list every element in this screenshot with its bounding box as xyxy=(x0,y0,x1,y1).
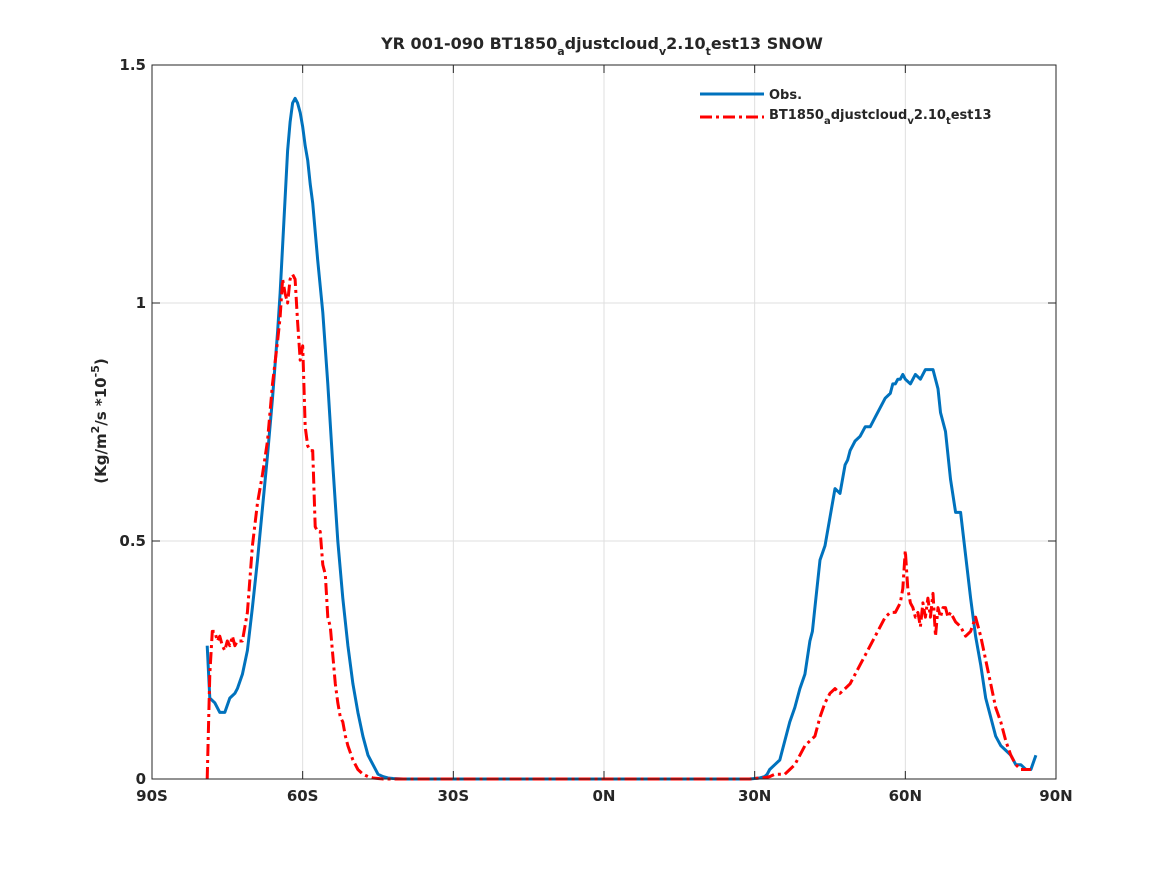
x-tick-label: 30N xyxy=(738,787,771,805)
ticks: 90S 60S 30S 0N 30N 60N 90N 0 0.5 1 1.5 xyxy=(119,56,1072,805)
chart-title: YR 001-090 BT1850adjustcloudv2.10test13 … xyxy=(380,34,823,58)
x-tick-label: 90N xyxy=(1039,787,1072,805)
y-tick-label: 0.5 xyxy=(119,532,146,550)
x-tick-label: 60S xyxy=(287,787,319,805)
x-tick-label: 30S xyxy=(437,787,469,805)
legend: Obs. BT1850adjustcloudv2.10test13 xyxy=(700,88,992,127)
y-tick-label: 1 xyxy=(136,294,146,312)
y-axis-label: (Kg/m2/s *10-5) xyxy=(89,358,110,483)
y-tick-label: 1.5 xyxy=(119,56,146,74)
legend-label-model: BT1850adjustcloudv2.10test13 xyxy=(769,108,992,127)
legend-label-obs: Obs. xyxy=(769,88,802,103)
y-tick-label: 0 xyxy=(136,770,146,788)
series-line-obs xyxy=(205,96,1038,781)
x-tick-label: 60N xyxy=(889,787,922,805)
series-layer xyxy=(205,96,1038,781)
x-tick-label: 90S xyxy=(136,787,168,805)
x-tick-label: 0N xyxy=(593,787,616,805)
